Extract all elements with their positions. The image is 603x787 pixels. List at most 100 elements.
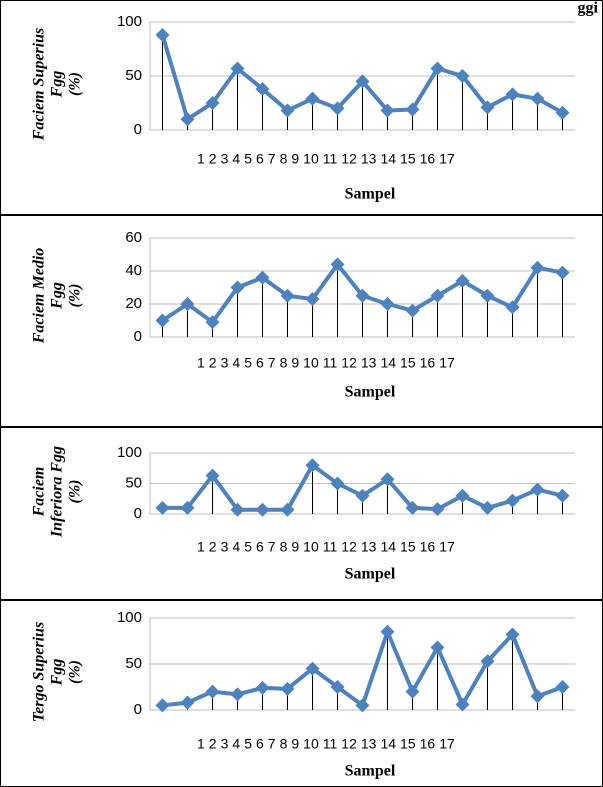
marker — [480, 500, 495, 515]
x-tick-label: 10 — [303, 151, 319, 167]
y-axis-label: Faciem Superius — [31, 28, 48, 141]
marker — [555, 105, 570, 120]
marker — [430, 61, 445, 76]
y-tick-label: 50 — [125, 67, 142, 84]
x-tick-label: 10 — [303, 736, 319, 752]
marker — [155, 500, 170, 515]
x-tick-label: 3 — [221, 736, 229, 752]
x-tick-label: 4 — [232, 736, 240, 752]
marker — [405, 102, 420, 117]
marker — [380, 103, 395, 118]
x-tick-label: 2 — [209, 539, 217, 555]
x-tick-label: 4 — [232, 355, 240, 371]
marker — [255, 81, 270, 96]
x-tick-label: 11 — [323, 151, 338, 167]
x-axis-label: Sampel — [345, 763, 396, 780]
marker — [480, 100, 495, 115]
marker — [405, 684, 420, 699]
marker — [305, 91, 320, 106]
y-axis-label: Faciem — [31, 467, 48, 518]
x-tick-label: 5 — [244, 539, 252, 555]
marker — [280, 288, 295, 303]
y-axis-label: (%) — [67, 660, 84, 684]
x-tick-label: 6 — [256, 736, 264, 752]
marker — [155, 27, 170, 42]
y-tick-label: 0 — [134, 121, 142, 138]
x-tick-label: 14 — [380, 355, 396, 371]
marker — [530, 689, 545, 704]
marker — [555, 680, 570, 694]
marker — [455, 697, 470, 712]
x-tick-label: 15 — [400, 151, 416, 167]
marker — [255, 502, 270, 517]
x-tick-label: 14 — [380, 151, 396, 167]
y-tick-label: 40 — [125, 262, 142, 279]
marker — [530, 482, 545, 497]
x-tick-label: 11 — [323, 539, 338, 555]
y-axis-label: (%) — [67, 72, 84, 96]
marker — [455, 273, 470, 288]
x-tick-label: 7 — [268, 736, 276, 752]
x-tick-label: 5 — [244, 151, 252, 167]
marker — [280, 681, 295, 696]
y-tick-label: 0 — [134, 328, 142, 345]
x-tick-label: 1 — [197, 736, 205, 752]
x-tick-label: 8 — [280, 539, 288, 555]
x-tick-label: 10 — [303, 355, 319, 371]
x-tick-label: 11 — [323, 355, 338, 371]
x-tick-label: 12 — [341, 355, 357, 371]
y-tick-label: 100 — [117, 609, 142, 626]
marker — [180, 297, 195, 311]
x-tick-label: 2 — [209, 736, 217, 752]
marker — [555, 265, 570, 280]
marker — [230, 502, 245, 517]
marker — [430, 288, 445, 303]
y-axis-label: (%) — [67, 284, 84, 308]
x-tick-label: 9 — [291, 539, 299, 555]
y-axis-label: Inferiora Fgg — [49, 446, 66, 538]
marker — [255, 680, 270, 695]
x-tick-label: 2 — [209, 151, 217, 167]
marker — [155, 313, 170, 328]
marker — [180, 500, 195, 515]
x-tick-label: 13 — [361, 355, 377, 371]
marker — [430, 640, 445, 655]
x-tick-label: 3 — [221, 355, 229, 371]
x-tick-label: 3 — [221, 539, 229, 555]
x-tick-label: 15 — [400, 736, 416, 752]
marker — [305, 661, 320, 676]
chart-title: ggi — [578, 0, 599, 17]
marker — [230, 687, 245, 702]
marker — [505, 300, 520, 315]
x-tick-label: 17 — [439, 539, 455, 555]
y-axis-label: Fgg — [49, 71, 66, 99]
x-tick-label: 3 — [221, 151, 229, 167]
x-tick-label: 9 — [291, 151, 299, 167]
marker — [455, 488, 470, 503]
y-tick-label: 60 — [125, 229, 142, 246]
x-tick-label: 17 — [439, 151, 455, 167]
marker — [480, 654, 495, 669]
marker — [230, 61, 245, 76]
x-tick-label: 16 — [420, 151, 436, 167]
x-tick-label: 15 — [400, 539, 416, 555]
marker — [330, 680, 345, 694]
marker — [355, 74, 370, 89]
y-axis-label: Fgg — [49, 282, 66, 310]
marker — [380, 624, 395, 639]
x-tick-label: 6 — [256, 539, 264, 555]
y-axis-label: (%) — [67, 480, 84, 504]
marker — [530, 260, 545, 275]
marker — [230, 280, 245, 295]
marker — [155, 698, 170, 713]
x-tick-label: 8 — [280, 355, 288, 371]
y-tick-label: 50 — [125, 474, 142, 491]
x-tick-label: 1 — [197, 539, 205, 555]
x-tick-label: 12 — [341, 539, 357, 555]
x-tick-label: 11 — [323, 736, 338, 752]
x-tick-label: 13 — [361, 736, 377, 752]
x-tick-label: 2 — [209, 355, 217, 371]
x-tick-label: 4 — [232, 151, 240, 167]
